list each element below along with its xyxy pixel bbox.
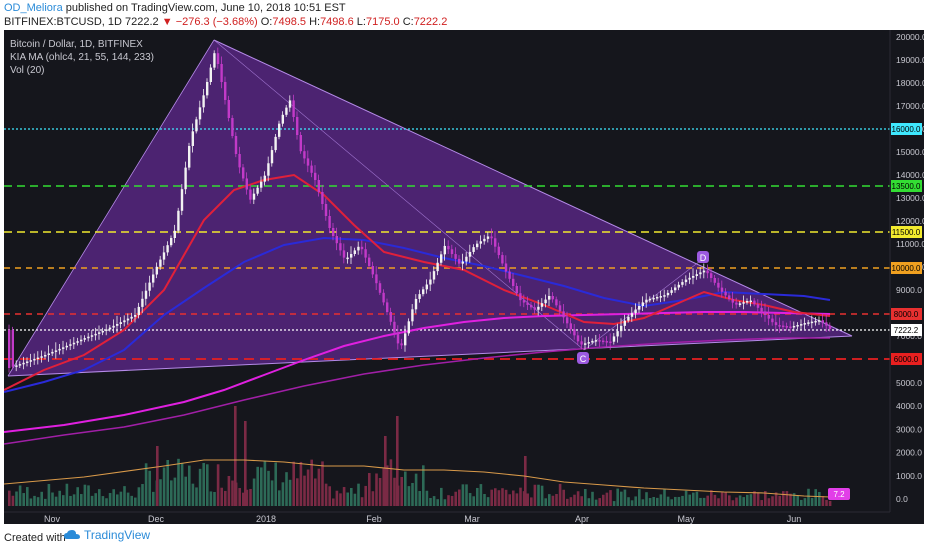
price-chart[interactable]: C D 20000.019000.018000.017000.016000.01… [4, 30, 924, 524]
tradingview-brand: TradingView [84, 528, 151, 542]
triangle-lower-edge[interactable] [7, 335, 853, 377]
level-tag-label: 16000.0 [892, 125, 921, 134]
level-tag-label: 13500.0 [892, 182, 921, 191]
volume-tick-label: 4000.0 [896, 401, 922, 411]
level-price-tags: 16000.0 13500.0 11500.0 10000.0 8000.0 7222.2… [891, 123, 922, 365]
price-tick-label: 20000.0 [896, 32, 924, 42]
published-text: published on TradingView.com, June 10, 2… [65, 2, 346, 14]
price-tick-label: 14000.0 [896, 170, 924, 180]
abc-leg-line[interactable] [213, 39, 585, 351]
horizontal-levels [4, 128, 890, 360]
triangle-left-edge[interactable] [7, 39, 215, 377]
level-tag-label: 6000.0 [894, 355, 919, 364]
close-label: C: [402, 16, 414, 28]
open-label: O: [260, 16, 273, 28]
level-tag: 11500.0 [891, 226, 922, 238]
ma-21-line[interactable] [4, 173, 831, 391]
created-with-text: Created with [4, 532, 66, 544]
legend-ma[interactable]: KIA MA (ohlc4, 21, 55, 144, 233) [10, 52, 154, 63]
time-tick-label: 2018 [256, 514, 276, 524]
chart-canvas[interactable]: C D 20000.019000.018000.017000.016000.01… [4, 30, 924, 524]
author-link[interactable]: OD_Meliora [4, 2, 63, 14]
down-arrow-icon: ▼ [161, 16, 173, 28]
cloud-icon [64, 530, 80, 539]
price-tick-label: 12000.0 [896, 216, 924, 226]
footer: Created with TradingView [0, 524, 932, 550]
wave-marker-c[interactable]: C [577, 352, 589, 364]
level-tag-label: 8000.0 [894, 310, 919, 319]
volume-ma-line[interactable] [4, 459, 831, 498]
price-tick-label: 19000.0 [896, 55, 924, 65]
legend-vol[interactable]: Vol (20) [10, 65, 45, 76]
time-tick-label: Feb [366, 514, 382, 524]
time-tick-label: May [677, 514, 695, 524]
time-tick-label: Apr [575, 514, 589, 524]
volume-tick-label: 0.0 [896, 494, 908, 504]
price-tick-label: 18000.0 [896, 78, 924, 88]
ma-233-line[interactable] [4, 337, 830, 445]
close-value: 7222.2 [413, 16, 448, 28]
time-tick-label: Nov [44, 514, 61, 524]
chart-header: OD_Meliora published on TradingView.com,… [0, 0, 932, 30]
volume-tick-label: 1000.0 [896, 471, 922, 481]
symbol-label: BITFINEX:BTCUSD, 1D [4, 16, 122, 28]
level-tag: 8000.0 [891, 308, 922, 320]
volume-tick-label: 3000.0 [896, 424, 922, 434]
level-tag-label: 11500.0 [892, 228, 921, 237]
last-price: 7222.2 [125, 16, 159, 28]
price-tick-label: 13000.0 [896, 193, 924, 203]
high-value: 7498.6 [320, 16, 354, 28]
low-label: L: [356, 16, 366, 28]
price-tick-label: 11000.0 [896, 239, 924, 249]
chart-legend: Bitcoin / Dollar, 1D, BITFINEX KIA MA (o… [10, 38, 154, 77]
triangle-upper-edge[interactable] [213, 39, 853, 337]
high-label: H: [309, 16, 321, 28]
level-tag-label: 7222.2 [894, 326, 919, 335]
price-tick-label: 17000.0 [896, 101, 924, 111]
volume-tick-label: 2000.0 [896, 448, 922, 458]
time-tick-label: Jun [787, 514, 802, 524]
level-tag-label: 10000.0 [892, 264, 921, 273]
time-axis[interactable]: Nov Dec 2018 Feb Mar Apr May Jun [44, 514, 801, 524]
price-candles[interactable] [8, 47, 832, 373]
open-value: 7498.5 [272, 16, 306, 28]
triangle-pattern[interactable] [8, 40, 852, 376]
level-tag: 16000.0 [891, 123, 922, 135]
volume-bars[interactable] [8, 406, 832, 506]
ohlc-line: BITFINEX:BTCUSD, 1D 7222.2 ▼ −276.3 (−3.… [4, 16, 447, 28]
marker-c-label: C [580, 354, 587, 364]
level-tag: 10000.0 [891, 262, 922, 274]
level-tag: 6000.0 [891, 353, 922, 365]
tradingview-logo[interactable]: TradingView [64, 528, 150, 542]
ma-55-line[interactable] [4, 236, 831, 393]
marker-d-label: D [700, 253, 707, 263]
volume-badge: 7.2 [828, 488, 850, 500]
wave-marker-d[interactable]: D [697, 251, 709, 263]
time-tick-label: Mar [464, 514, 480, 524]
low-value: 7175.0 [365, 16, 400, 28]
volume-axis[interactable]: 5000.0 4000.0 3000.0 2000.0 1000.0 0.0 [896, 378, 922, 504]
publish-line: OD_Meliora published on TradingView.com,… [4, 2, 346, 14]
volume-tick-label: 5000.0 [896, 378, 922, 388]
level-tag: 13500.0 [891, 180, 922, 192]
volume-badge-text: 7.2 [833, 490, 845, 499]
price-change: −276.3 (−3.68%) [175, 16, 258, 28]
price-tick-label: 9000.0 [896, 285, 922, 295]
price-tick-label: 15000.0 [896, 147, 924, 157]
ma-144-line[interactable] [4, 311, 831, 433]
time-tick-label: Dec [148, 514, 165, 524]
level-tag: 7222.2 [891, 324, 922, 336]
legend-title: Bitcoin / Dollar, 1D, BITFINEX [10, 39, 143, 50]
